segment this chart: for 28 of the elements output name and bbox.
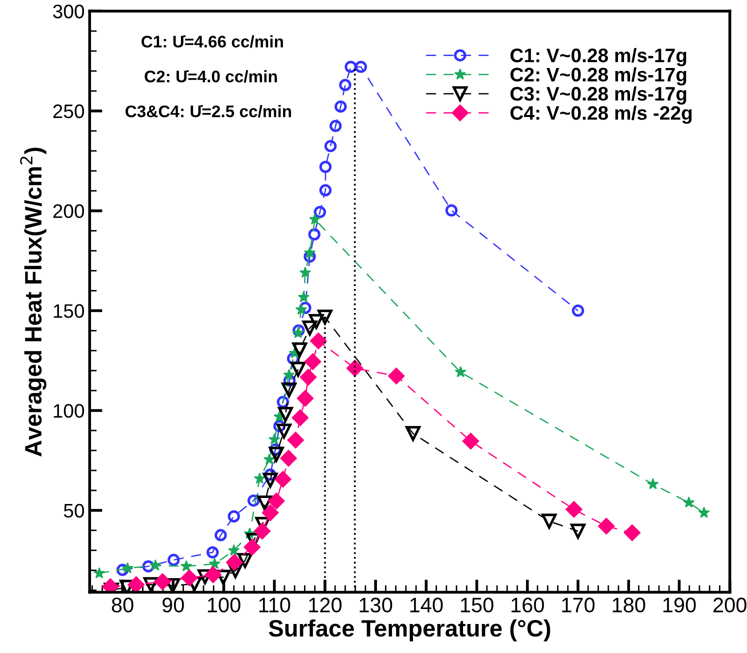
x-tick-label: 190 [663,598,696,612]
y-tick-label: 50 [64,504,84,518]
y-tick-label: 250 [53,104,84,118]
x-tick-label: 120 [309,598,342,612]
annotation: C3&C4: U̇=2.5 cc/min [126,105,292,118]
y-tick-label: 150 [54,304,84,318]
x-tick-label: 110 [259,598,290,612]
y-tick-label: 300 [53,4,84,18]
x-tick-label: 170 [562,598,595,612]
x-tick-label: 180 [612,598,646,612]
annotation: C2: U̇=4.0 cc/min [144,70,277,83]
x-tick-label: 160 [512,598,544,612]
y-tick-label: 100 [54,404,84,418]
y-tick-label: 200 [53,204,84,218]
x-tick-label: 200 [713,598,746,612]
legend-label: C3: V~0.28 m/s-17g [510,86,686,105]
y-axis-title: Averaged Heat Flux(W/cm$^{2}$) [20,148,46,456]
legend-label: C1: V~0.28 m/s-17g [510,48,686,66]
x-tick-label: 150 [460,598,494,612]
x-tick-label: 90 [162,598,184,612]
x-tick-label: 140 [410,598,443,612]
x-tick-label: 80 [112,598,134,612]
x-axis-title: Surface Temperature (°C) [268,619,550,642]
legend-label: C2: V~0.28 m/s-17g [510,67,686,86]
x-tick-label: 100 [208,598,240,612]
annotation: C1: U̇=4.66 cc/min [142,35,283,48]
legend-label: C4: V~0.28 m/s -22g [510,106,692,124]
x-tick-label: 130 [360,598,392,612]
